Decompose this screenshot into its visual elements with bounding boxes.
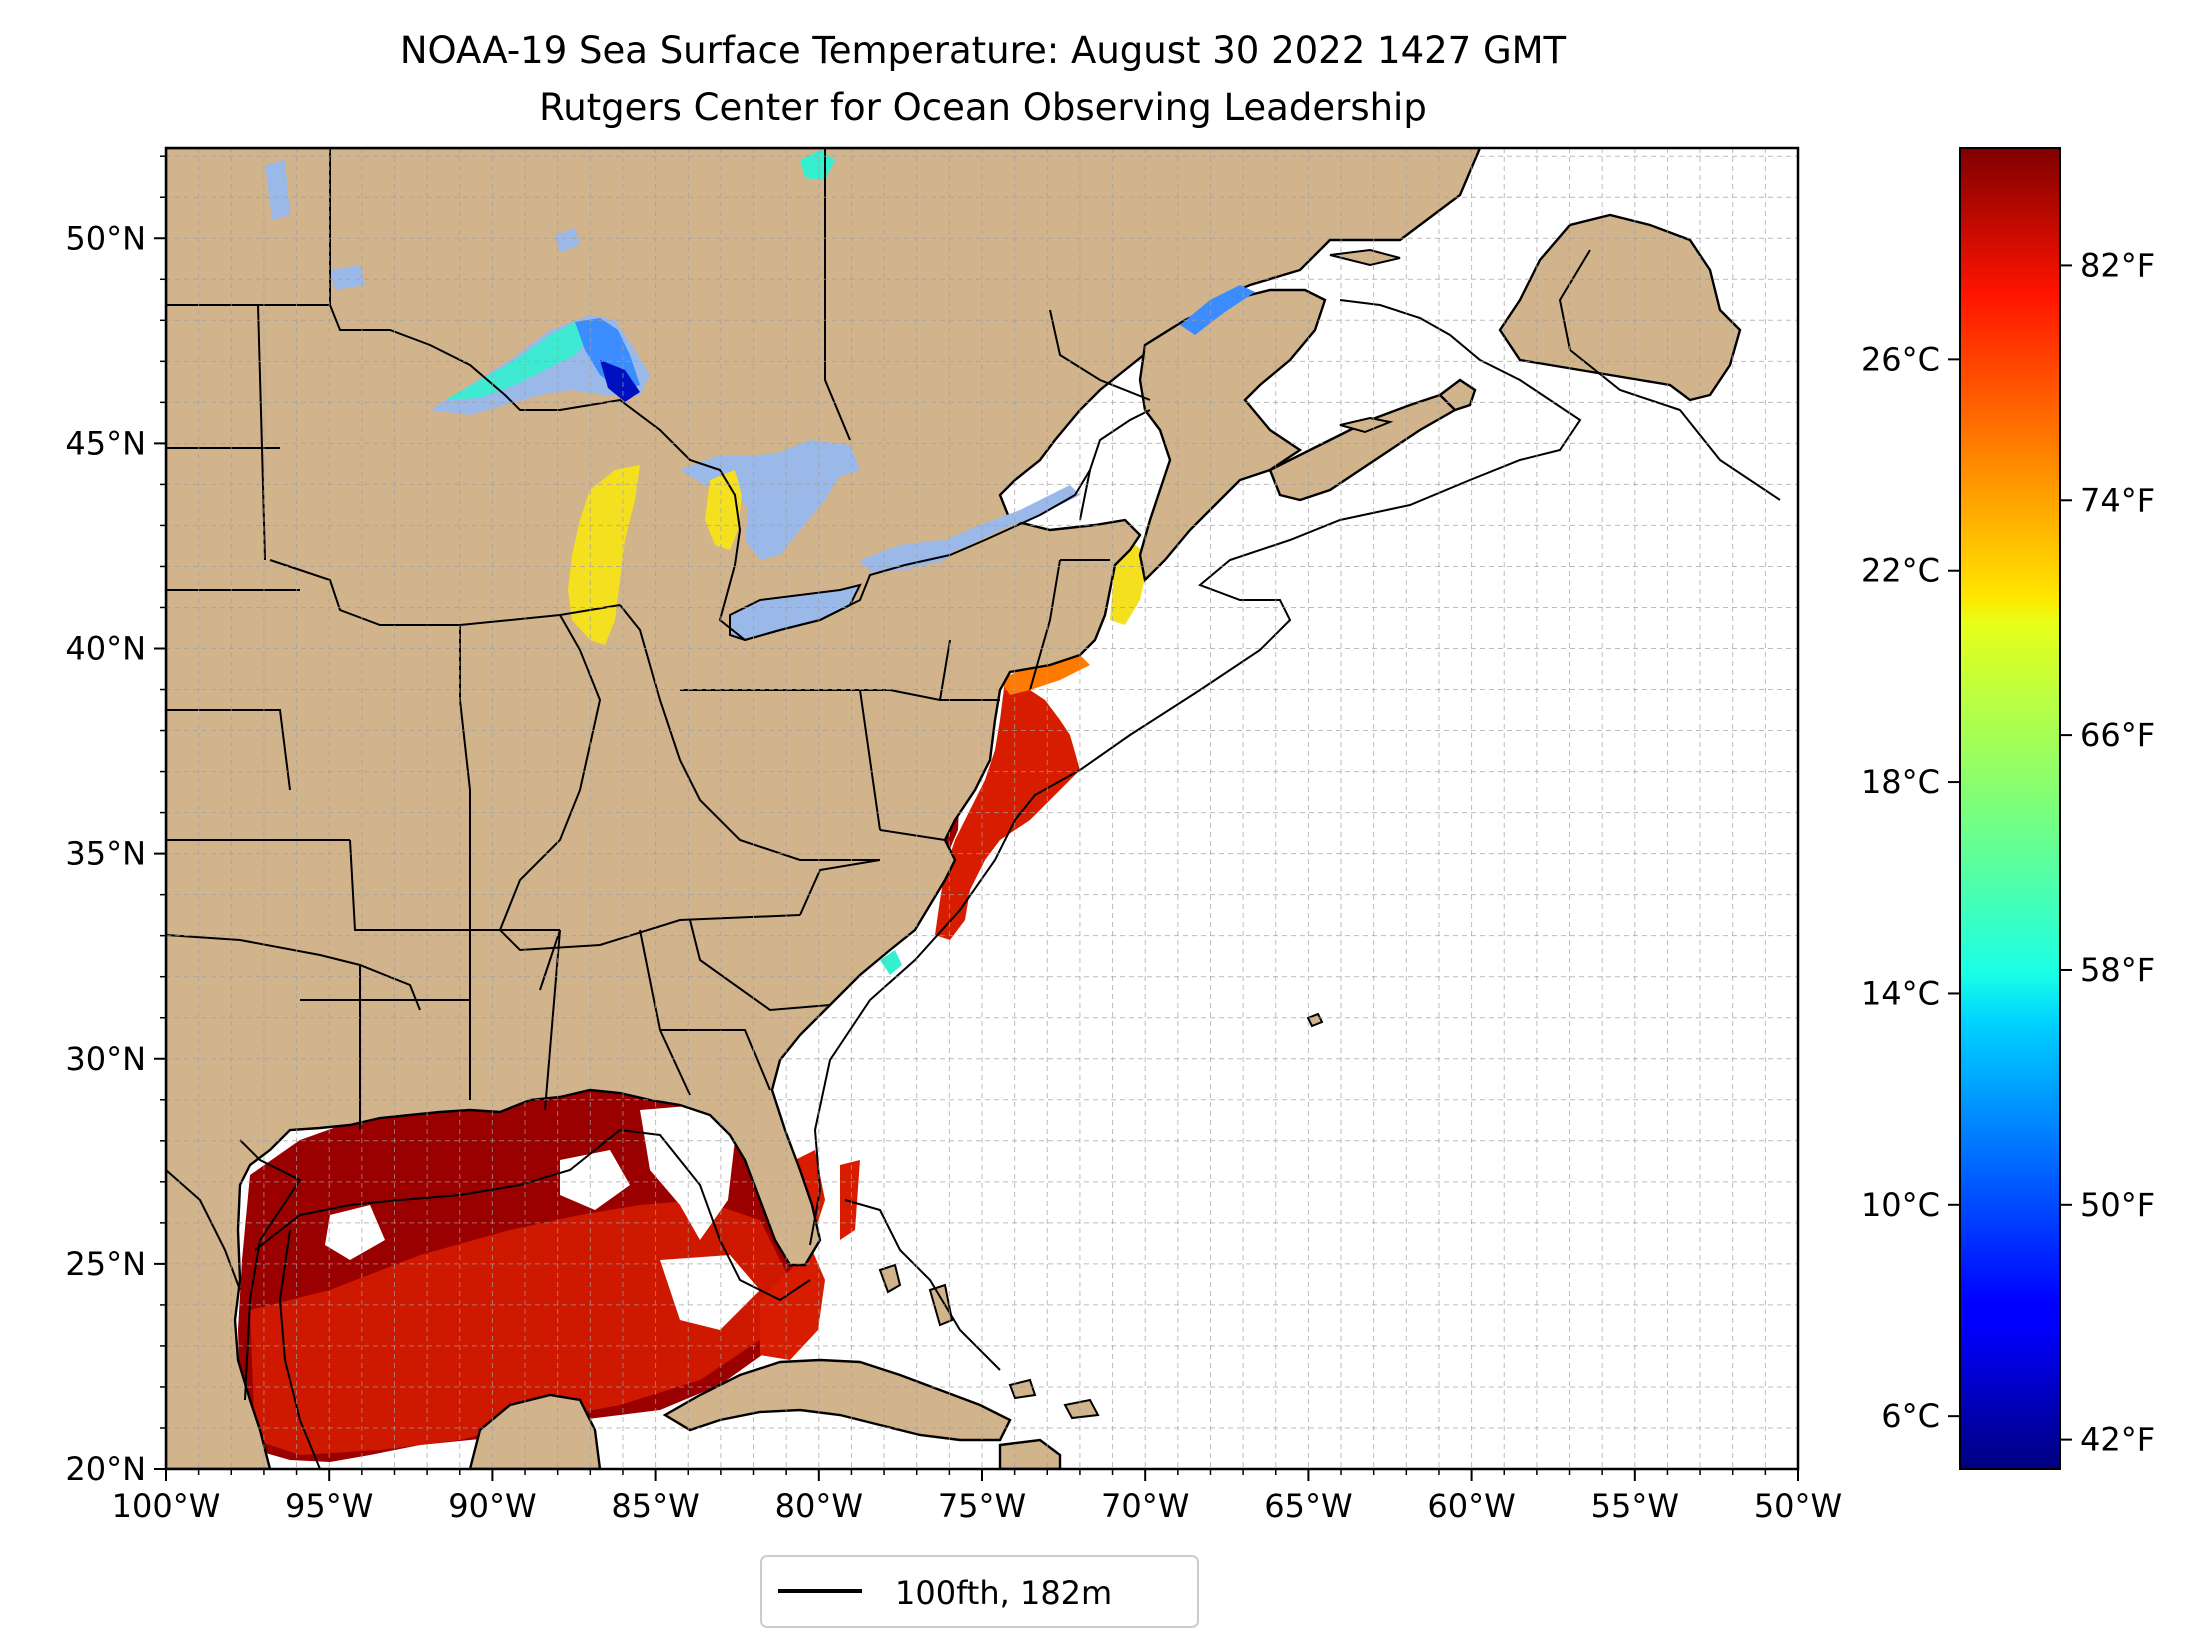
sst-gulf-of-mexico <box>238 1088 860 1462</box>
celsius-tick-label: 10°C <box>1861 1186 1940 1224</box>
isobath-100fth <box>254 249 1781 1469</box>
st-lawrence-estuary <box>1180 285 1255 335</box>
fahrenheit-tick-label: 58°F <box>2080 951 2155 989</box>
lon-tick-label: 75°W <box>938 1487 1026 1525</box>
chart-subtitle: Rutgers Center for Ocean Observing Leade… <box>539 86 1427 129</box>
bahamas-island-3 <box>1008 1378 1037 1400</box>
bahamas-island-1 <box>878 1263 902 1294</box>
sst-gulf-clouds-4 <box>660 1255 760 1330</box>
fahrenheit-tick-label: 74°F <box>2080 481 2155 519</box>
lake-of-the-woods <box>330 265 365 290</box>
lon-tick-label: 50°W <box>1754 1487 1842 1525</box>
lon-tick-label: 70°W <box>1101 1487 1189 1525</box>
lon-tick-label: 90°W <box>448 1487 536 1525</box>
isobath-newfoundland <box>1558 249 1781 501</box>
fahrenheit-tick-label: 42°F <box>2080 1421 2155 1459</box>
celsius-tick-label: 14°C <box>1861 974 1940 1012</box>
colorbar-celsius-ticks: 6°C 10°C 14°C 18°C 22°C 26°C <box>1861 340 1960 1435</box>
lon-tick-label: 60°W <box>1427 1487 1515 1525</box>
lake-superior-cold-sst <box>600 360 640 402</box>
lat-tick-label: 35°N <box>65 835 146 873</box>
newfoundland-land <box>1498 213 1742 402</box>
lake-ontario <box>860 540 960 572</box>
isobath-bahamas <box>844 1199 1001 1371</box>
lon-tick-label: 85°W <box>611 1487 699 1525</box>
sst-florida-straits <box>760 1245 825 1360</box>
lon-tick-label: 55°W <box>1591 1487 1679 1525</box>
lon-tick-label: 65°W <box>1264 1487 1352 1525</box>
legend-box <box>760 1555 1199 1628</box>
maritimes-land <box>1138 288 1327 583</box>
gridlines <box>166 148 1798 1469</box>
cuba-land <box>662 1358 1012 1442</box>
mexico-border <box>166 1169 241 1291</box>
georgian-bay <box>760 440 860 480</box>
latitude-ticks: 20°N 25°N 30°N 35°N 40°N 45°N 50°N <box>65 155 166 1488</box>
anticosti-island <box>1329 248 1401 267</box>
longitude-ticks: 100°W 95°W 90°W 85°W 80°W 75°W 70°W 65°W 60°W 55°… <box>112 1469 1842 1525</box>
chart-title: NOAA-19 Sea Surface Temperature: August … <box>400 29 1567 72</box>
legend-entry-label: 100fth, 182m <box>895 1574 1112 1612</box>
lat-tick-label: 45°N <box>65 424 146 462</box>
lon-tick-label: 100°W <box>112 1487 221 1525</box>
north-america-land <box>166 148 1482 1469</box>
lat-tick-label: 25°N <box>65 1245 146 1283</box>
map-panel[interactable] <box>166 148 1798 1469</box>
sst-gulf-of-maine <box>1110 545 1150 625</box>
fahrenheit-tick-label: 50°F <box>2080 1186 2155 1224</box>
lake-michigan <box>568 465 640 645</box>
fahrenheit-tick-label: 82°F <box>2080 246 2155 284</box>
sst-mid-atlantic <box>935 680 1080 940</box>
st-lawrence-river <box>945 485 1080 550</box>
lake-winnipeg <box>265 160 290 220</box>
legend: 100fth, 182m <box>760 1555 1199 1628</box>
sst-gulf-red-band <box>250 1200 795 1455</box>
bermuda-island <box>1306 1012 1324 1028</box>
us-canada-border <box>166 304 1151 642</box>
state-lines-south <box>166 919 831 1401</box>
celsius-tick-label: 26°C <box>1861 340 1940 378</box>
celsius-tick-label: 18°C <box>1861 763 1940 801</box>
sst-new-york-bight-warm <box>1000 655 1090 695</box>
lake-nipigon <box>555 228 580 252</box>
colorbar: 6°C 10°C 14°C 18°C 22°C 26°C 42°F 50°F 58°F 66°F… <box>1861 147 2155 1470</box>
isobath-shelf-break <box>809 299 1582 1246</box>
state-lines-middle <box>166 709 946 991</box>
yucatan-land <box>468 1393 602 1469</box>
sst-gulf-clouds-2 <box>325 1205 385 1260</box>
isobath-gulf <box>254 1128 811 1302</box>
colorbar-fahrenheit-ticks: 42°F 50°F 58°F 66°F 74°F 82°F <box>2060 246 2155 1459</box>
lat-tick-label: 40°N <box>65 630 146 668</box>
lon-tick-label: 80°W <box>775 1487 863 1525</box>
lon-tick-label: 95°W <box>285 1487 373 1525</box>
lat-tick-label: 50°N <box>65 219 146 257</box>
land <box>166 148 1742 1469</box>
colorbar-gradient <box>1959 147 2061 1470</box>
isobath-west-gulf <box>278 1229 321 1469</box>
fahrenheit-tick-label: 66°F <box>2080 716 2155 754</box>
sst-bahamas-west <box>840 1160 860 1240</box>
hudson-bay-fragment <box>800 150 835 180</box>
celsius-tick-label: 6°C <box>1881 1397 1940 1435</box>
celsius-tick-label: 22°C <box>1861 552 1940 590</box>
lat-tick-label: 20°N <box>65 1450 146 1488</box>
bahamas-island-4 <box>1063 1398 1100 1420</box>
pei-island <box>1339 416 1394 434</box>
sst-carolina <box>880 950 902 975</box>
lat-tick-label: 30°N <box>65 1040 146 1078</box>
